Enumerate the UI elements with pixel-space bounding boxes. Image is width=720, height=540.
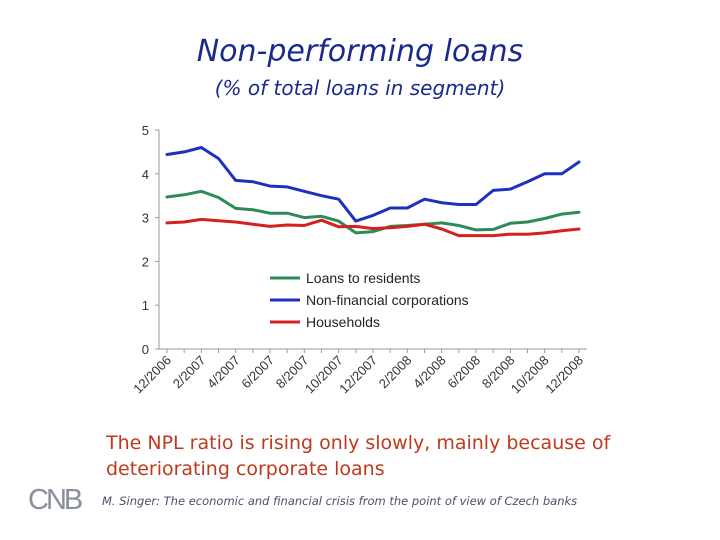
legend-label: Loans to residents bbox=[306, 270, 420, 286]
x-tick-label: 2/2008 bbox=[376, 353, 415, 392]
x-tick-label: 4/2007 bbox=[204, 353, 243, 392]
chart-title: Non-performing loans bbox=[196, 34, 524, 69]
x-tick-label: 12/2008 bbox=[542, 353, 586, 397]
legend-label: Households bbox=[306, 314, 380, 330]
y-tick-label: 5 bbox=[142, 123, 149, 138]
y-tick-label: 2 bbox=[142, 254, 149, 269]
footer-citation: M. Singer: The economic and financial cr… bbox=[102, 494, 578, 508]
chart-subtitle: (% of total loans in segment) bbox=[214, 76, 506, 100]
series-line bbox=[165, 146, 581, 223]
cnb-logo: CNB bbox=[28, 484, 85, 516]
series-line bbox=[165, 217, 581, 238]
legend-label: Non-financial corporations bbox=[306, 292, 469, 308]
line-chart: 01234512/20062/20074/20076/20078/200710/… bbox=[130, 123, 587, 397]
x-tick-label: 6/2008 bbox=[444, 353, 483, 392]
x-tick-label: 12/2006 bbox=[130, 353, 174, 397]
x-tick-label: 12/2007 bbox=[336, 353, 380, 397]
y-tick-label: 3 bbox=[142, 211, 149, 226]
y-tick-label: 0 bbox=[142, 342, 149, 357]
x-tick-label: 4/2008 bbox=[410, 353, 449, 392]
series-line bbox=[165, 189, 581, 235]
y-tick-label: 4 bbox=[142, 167, 149, 182]
x-tick-label: 6/2007 bbox=[238, 353, 277, 392]
cnb-logo-text: CNB bbox=[28, 484, 82, 516]
x-tick-label: 2/2007 bbox=[170, 353, 209, 392]
summary-note: The NPL ratio is rising only slowly, mai… bbox=[106, 432, 611, 480]
y-tick-label: 1 bbox=[142, 298, 149, 313]
